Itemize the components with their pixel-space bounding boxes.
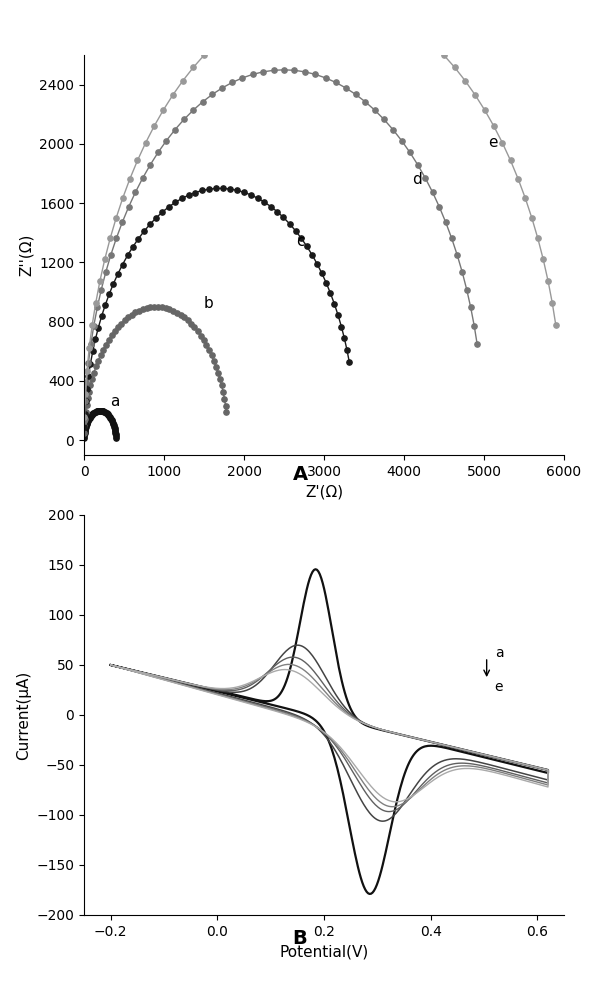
Text: a: a	[110, 394, 120, 409]
Text: d: d	[412, 172, 422, 187]
Text: B: B	[293, 928, 307, 948]
Text: e: e	[494, 680, 503, 694]
Y-axis label: Current(μA): Current(μA)	[16, 670, 31, 760]
Text: c: c	[296, 234, 305, 249]
Text: a: a	[494, 646, 503, 660]
Y-axis label: Z''(Ω): Z''(Ω)	[19, 234, 34, 276]
X-axis label: Z'(Ω): Z'(Ω)	[305, 484, 343, 499]
Text: e: e	[488, 135, 497, 150]
X-axis label: Potential(V): Potential(V)	[280, 944, 368, 959]
Text: A: A	[292, 466, 308, 485]
Text: b: b	[204, 296, 214, 311]
